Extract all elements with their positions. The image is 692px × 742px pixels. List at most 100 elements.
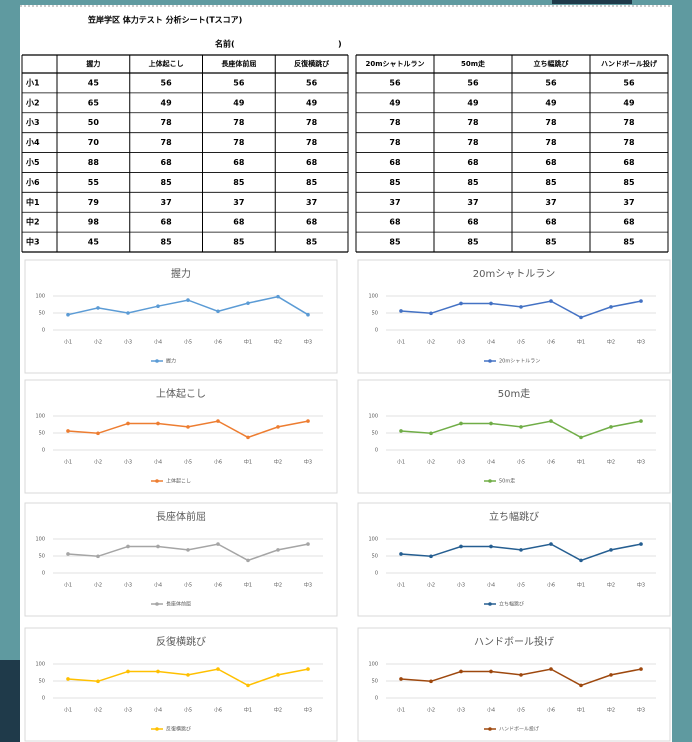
y-tick-label: 50 <box>39 311 45 317</box>
y-tick-label: 0 <box>42 448 45 454</box>
data-point <box>306 542 310 546</box>
cell-value: 49 <box>389 98 401 107</box>
cell-value: 49 <box>161 98 173 107</box>
cell-value: 45 <box>88 238 100 247</box>
sheet-title: 笠岸学区 体力テスト 分析シート(Tスコア) <box>87 15 242 25</box>
cell-value: 68 <box>161 218 173 227</box>
column-header: 50m走 <box>461 59 486 68</box>
x-tick-label: 小6 <box>547 339 555 346</box>
data-point <box>96 431 100 436</box>
chart-frame <box>357 502 671 617</box>
row-label: 小2 <box>25 97 40 107</box>
chart-frame <box>24 379 338 494</box>
data-point <box>549 419 553 423</box>
x-tick-label: 中2 <box>274 339 282 346</box>
data-point <box>246 435 250 440</box>
x-tick-label: 小4 <box>487 339 495 346</box>
chart-title: 反復横跳び <box>156 635 206 648</box>
data-point <box>549 667 553 671</box>
cell-value: 56 <box>467 78 479 87</box>
data-point <box>639 667 643 671</box>
x-tick-label: 小3 <box>457 707 465 714</box>
chart-frame <box>357 259 671 374</box>
legend-marker <box>488 602 492 606</box>
x-tick-label: 小6 <box>547 582 555 589</box>
cell-value: 79 <box>88 198 100 207</box>
x-tick-label: 小4 <box>487 459 495 466</box>
cell-value: 49 <box>467 98 479 107</box>
data-point <box>609 425 613 429</box>
x-tick-label: 小5 <box>517 459 525 466</box>
data-point <box>66 429 70 433</box>
chart-title: 20mシャトルラン <box>473 268 555 280</box>
data-point <box>186 673 190 677</box>
x-tick-label: 小1 <box>397 707 405 714</box>
data-point <box>639 542 643 546</box>
data-point <box>489 669 493 674</box>
x-tick-label: 中1 <box>577 582 585 589</box>
chart-title: 50m走 <box>498 388 530 400</box>
name-label: 名前( <box>215 39 235 49</box>
x-tick-label: 小4 <box>154 707 162 714</box>
y-tick-label: 100 <box>368 414 378 420</box>
x-tick-label: 中3 <box>637 707 645 714</box>
cell-value: 68 <box>233 158 245 167</box>
cell-value: 56 <box>233 78 245 87</box>
data-point <box>306 419 310 423</box>
cell-value: 45 <box>88 78 100 87</box>
data-point <box>579 683 583 688</box>
legend-marker <box>155 359 159 363</box>
column-header: 反復横跳び <box>294 59 330 68</box>
y-tick-label: 0 <box>375 448 378 454</box>
x-tick-label: 小4 <box>487 582 495 589</box>
cell-value: 68 <box>545 218 557 227</box>
chart-title: 長座体前屈 <box>156 510 206 523</box>
data-point <box>609 548 613 552</box>
x-tick-label: 小6 <box>547 459 555 466</box>
cell-value: 78 <box>467 138 479 147</box>
y-tick-label: 100 <box>368 294 378 300</box>
data-point <box>549 299 553 303</box>
data-point <box>126 311 130 315</box>
data-point <box>489 421 493 426</box>
row-label: 小6 <box>25 177 40 187</box>
cell-value: 85 <box>306 178 318 187</box>
x-tick-label: 中1 <box>577 459 585 466</box>
x-tick-label: 小5 <box>184 707 192 714</box>
x-tick-label: 中2 <box>274 582 282 589</box>
data-point <box>489 301 493 306</box>
x-tick-label: 小4 <box>154 339 162 346</box>
x-tick-label: 小6 <box>214 459 222 466</box>
column-header: 立ち幅跳び <box>534 59 570 68</box>
y-tick-label: 100 <box>35 537 45 543</box>
cell-value: 37 <box>467 198 478 207</box>
data-point <box>459 301 463 306</box>
data-point <box>276 294 280 299</box>
cell-value: 68 <box>306 218 318 227</box>
y-tick-label: 50 <box>39 554 45 560</box>
y-tick-label: 100 <box>35 414 45 420</box>
data-point <box>459 421 463 426</box>
x-tick-label: 中2 <box>274 707 282 714</box>
data-point <box>399 552 403 556</box>
data-point <box>66 312 70 317</box>
cell-value: 85 <box>161 178 173 187</box>
x-tick-label: 小6 <box>214 707 222 714</box>
cell-value: 98 <box>88 218 100 227</box>
cell-value: 37 <box>233 198 244 207</box>
cell-value: 78 <box>233 138 245 147</box>
data-point <box>429 311 433 316</box>
cell-value: 85 <box>545 178 557 187</box>
x-tick-label: 中1 <box>244 339 252 346</box>
legend-marker <box>155 602 159 606</box>
chart-title: 上体起こし <box>156 388 206 400</box>
x-tick-label: 中3 <box>637 459 645 466</box>
legend-marker <box>155 479 159 483</box>
x-tick-label: 小1 <box>64 459 72 466</box>
data-point <box>96 306 100 310</box>
cell-value: 68 <box>467 218 479 227</box>
x-tick-label: 小3 <box>124 339 132 346</box>
column-header: ハンドボール投げ <box>601 59 658 68</box>
y-tick-label: 0 <box>42 696 45 702</box>
cell-value: 78 <box>623 118 635 127</box>
